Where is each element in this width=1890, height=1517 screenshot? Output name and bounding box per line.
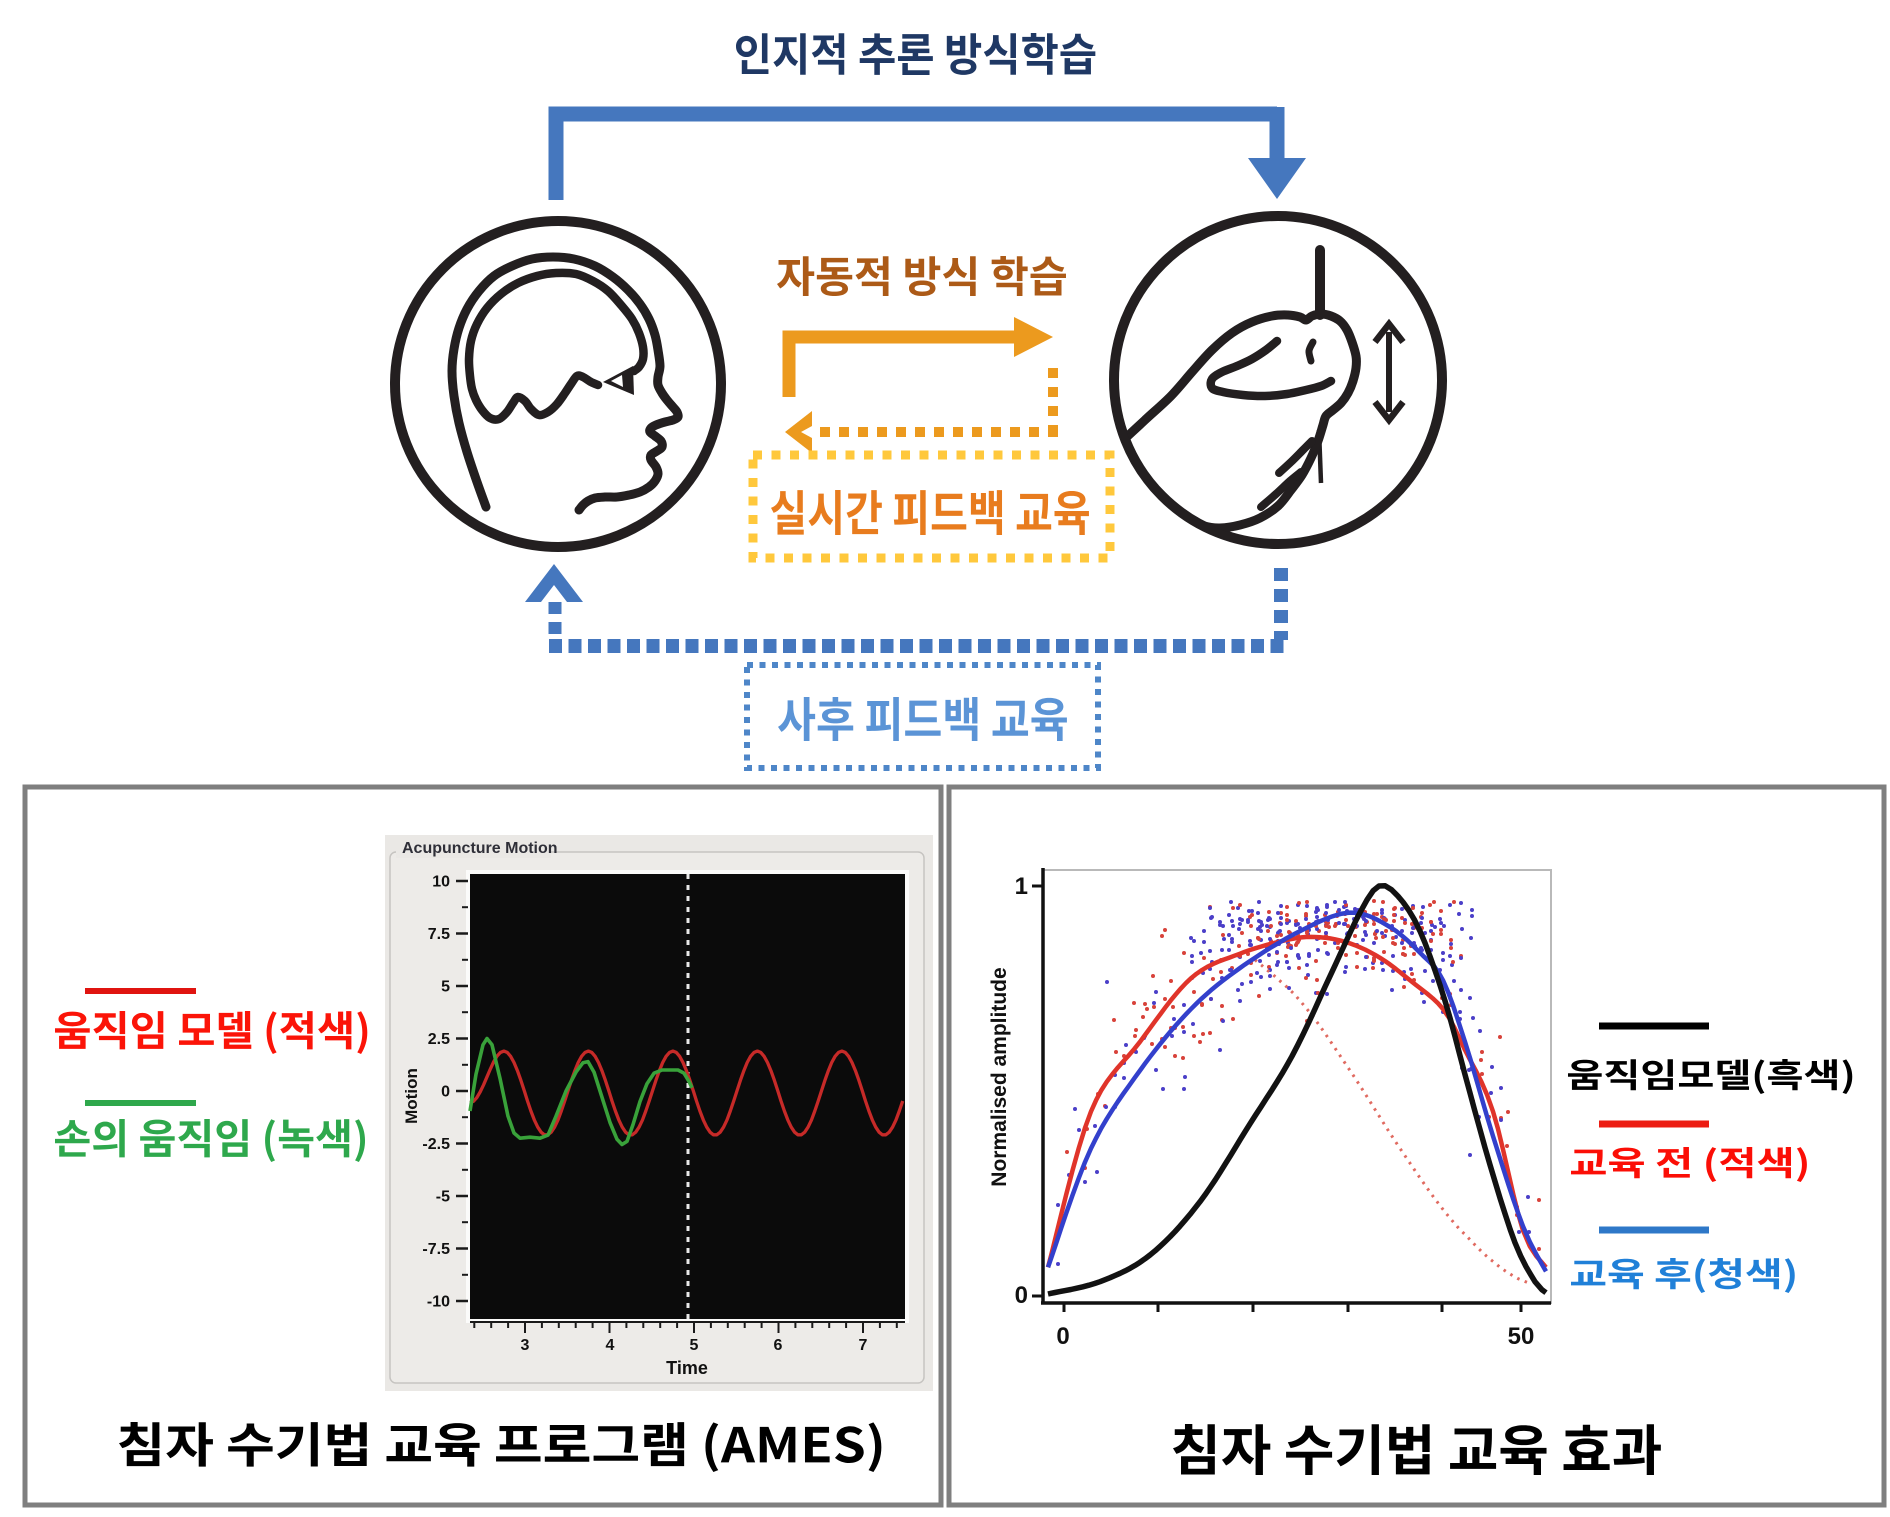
svg-text:-7.5: -7.5: [422, 1241, 450, 1258]
svg-text:Acupuncture Motion: Acupuncture Motion: [402, 840, 558, 857]
svg-text:Time: Time: [666, 1358, 708, 1378]
svg-text:-5: -5: [436, 1189, 450, 1206]
svg-text:Normalised amplitude: Normalised amplitude: [988, 967, 1011, 1186]
svg-text:3: 3: [521, 1337, 530, 1354]
svg-text:2.5: 2.5: [428, 1031, 450, 1048]
svg-text:1: 1: [1015, 873, 1028, 900]
svg-text:0: 0: [1015, 1282, 1028, 1309]
svg-text:0: 0: [1056, 1323, 1069, 1350]
svg-text:Motion: Motion: [402, 1068, 421, 1124]
svg-text:-10: -10: [427, 1294, 450, 1311]
svg-text:5: 5: [441, 979, 450, 996]
svg-text:6: 6: [774, 1337, 783, 1354]
svg-text:10: 10: [432, 874, 450, 891]
svg-text:0: 0: [441, 1084, 450, 1101]
svg-text:7.5: 7.5: [428, 926, 450, 943]
svg-text:5: 5: [690, 1337, 699, 1354]
svg-text:4: 4: [606, 1337, 615, 1354]
svg-text:50: 50: [1508, 1323, 1535, 1350]
svg-text:7: 7: [859, 1337, 868, 1354]
svg-text:-2.5: -2.5: [422, 1136, 450, 1153]
